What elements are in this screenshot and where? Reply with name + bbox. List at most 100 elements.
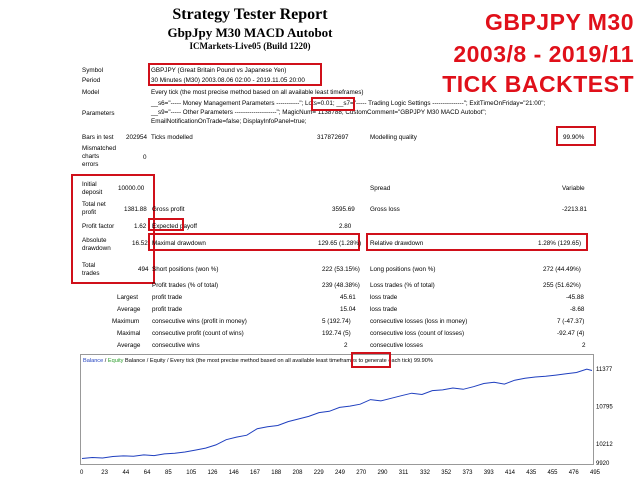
mismatch-label-3: errors bbox=[82, 161, 99, 168]
params-line-3: EmailNotificationOnTrade=false; DisplayI… bbox=[151, 118, 307, 125]
max-cl-value: 7 (-47.37) bbox=[557, 318, 585, 325]
legend-balance: Balance bbox=[83, 358, 104, 364]
avg-cw-value: 2 bbox=[344, 342, 348, 349]
reldd-label: Relative drawdown bbox=[370, 240, 424, 247]
y-tick-label: 10795 bbox=[596, 404, 613, 410]
legend-equity: Equity bbox=[107, 358, 124, 364]
maximal-label: Maximal bbox=[117, 330, 141, 337]
avg-cl-value: 2 bbox=[582, 342, 586, 349]
report-title: Strategy Tester Report bbox=[172, 6, 328, 23]
netprofit-label-2: profit bbox=[82, 209, 96, 216]
legend-quality: 99.90% bbox=[413, 358, 433, 364]
bars-label: Bars in test bbox=[82, 134, 114, 141]
period-label: Period bbox=[82, 77, 101, 84]
model-label: Model bbox=[82, 89, 100, 96]
mismatch-label-2: charts bbox=[82, 153, 100, 160]
deposit-label-1: Initial bbox=[82, 181, 97, 188]
pf-label: Profit factor bbox=[82, 223, 115, 230]
loss-trades-label: Loss trades (% of total) bbox=[370, 282, 435, 289]
absdd-value: 16.52 bbox=[132, 240, 148, 247]
payoff-highlight bbox=[148, 218, 184, 231]
max-cw-label: consecutive wins (profit in money) bbox=[152, 318, 247, 325]
x-tick-label: 311 bbox=[399, 470, 409, 476]
maxdd-highlight bbox=[148, 233, 360, 251]
chart-quality-highlight bbox=[351, 352, 391, 368]
loss-trades-value: 255 (51.62%) bbox=[543, 282, 581, 289]
reldd-highlight bbox=[366, 233, 588, 251]
payoff-label: Expected payoff bbox=[152, 223, 198, 230]
quality-value: 99.90% bbox=[563, 134, 585, 141]
symbol-label: Symbol bbox=[82, 67, 103, 74]
x-tick-label: 352 bbox=[441, 470, 452, 476]
average-profit-label: profit trade bbox=[152, 306, 183, 313]
largest-loss-value: -45.88 bbox=[566, 294, 584, 301]
params-line-2: __s9="----- Other Parameters -----------… bbox=[151, 109, 487, 116]
balance-chart-frame bbox=[80, 354, 594, 465]
overlay-line-3: TICK BACKTEST bbox=[442, 71, 634, 97]
overlay-line-2: 2003/8 - 2019/11 bbox=[453, 41, 634, 67]
x-tick-label: 495 bbox=[590, 470, 601, 476]
grossprofit-label: Gross profit bbox=[152, 206, 185, 213]
x-tick-label: 435 bbox=[526, 470, 537, 476]
x-tick-label: 332 bbox=[420, 470, 431, 476]
x-tick-label: 0 bbox=[80, 470, 84, 476]
long-value: 272 (44.49%) bbox=[543, 266, 581, 273]
x-tick-label: 126 bbox=[208, 470, 219, 476]
max-cl-label: consecutive losses (loss in money) bbox=[370, 318, 468, 325]
average-loss-value: -8.68 bbox=[570, 306, 585, 313]
x-tick-label: 146 bbox=[229, 470, 240, 476]
maximum-label: Maximum bbox=[112, 318, 140, 325]
deposit-label-2: deposit bbox=[82, 189, 103, 196]
reldd-value: 1.28% (129.65) bbox=[538, 240, 582, 247]
max-cw-value: 5 (192.74) bbox=[322, 318, 351, 325]
largest-profit-value: 45.61 bbox=[340, 294, 356, 301]
period-value: 30 Minutes (M30) 2003.08.06 02:00 - 2019… bbox=[151, 77, 305, 84]
bars-value: 202954 bbox=[126, 134, 148, 141]
x-tick-label: 270 bbox=[356, 470, 367, 476]
x-tick-label: 64 bbox=[144, 470, 151, 476]
x-tick-label: 393 bbox=[484, 470, 495, 476]
x-tick-label: 414 bbox=[505, 470, 516, 476]
deposit-value: 10000.00 bbox=[118, 185, 145, 192]
x-tick-label: 23 bbox=[101, 470, 108, 476]
x-tick-label: 167 bbox=[250, 470, 261, 476]
absdd-label-1: Absolute bbox=[82, 237, 107, 244]
largest-profit-label: profit trade bbox=[152, 294, 183, 301]
spread-label: Spread bbox=[370, 185, 391, 192]
avg2-label: Average bbox=[117, 342, 141, 349]
spread-value: Variable bbox=[562, 185, 585, 192]
x-tick-label: 229 bbox=[314, 470, 325, 476]
quality-label: Modelling quality bbox=[370, 134, 417, 141]
mismatch-label-1: Mismatched bbox=[82, 145, 116, 152]
lots-highlight bbox=[311, 97, 355, 111]
x-tick-label: 44 bbox=[123, 470, 130, 476]
mismatch-value: 0 bbox=[143, 154, 147, 161]
x-tick-label: 85 bbox=[165, 470, 172, 476]
average-label: Average bbox=[117, 306, 141, 313]
ticks-label: Ticks modelled bbox=[151, 134, 193, 141]
x-tick-label: 208 bbox=[293, 470, 304, 476]
maximal-cl-value: -92.47 (4) bbox=[557, 330, 585, 337]
x-tick-label: 249 bbox=[335, 470, 346, 476]
symbol-period-highlight bbox=[148, 63, 322, 86]
x-tick-label: 373 bbox=[463, 470, 474, 476]
parameters-label: Parameters bbox=[82, 110, 115, 117]
overlay-line-1: GBPJPY M30 bbox=[484, 9, 634, 35]
maximal-cp-label: consecutive profit (count of wins) bbox=[152, 330, 244, 337]
short-value: 222 (53.15%) bbox=[322, 266, 360, 273]
report-subtitle: GbpJpy M30 MACD Autobot bbox=[167, 25, 333, 40]
grossloss-label: Gross loss bbox=[370, 206, 400, 213]
largest-label: Largest bbox=[117, 294, 139, 301]
model-value: Every tick (the most precise method base… bbox=[151, 89, 364, 96]
trades-value: 494 bbox=[138, 266, 149, 273]
avg-cw-label: consecutive wins bbox=[152, 342, 200, 349]
maxdd-label: Maximal drawdown bbox=[152, 240, 206, 247]
chart-legend: Balance / Equity Balance / Equity / Ever… bbox=[83, 358, 433, 364]
quality-highlight bbox=[556, 126, 596, 146]
maxdd-value: 129.65 (1.28%) bbox=[318, 240, 362, 247]
x-tick-label: 290 bbox=[378, 470, 389, 476]
profit-trades-value: 239 (48.38%) bbox=[322, 282, 360, 289]
short-label: Short positions (won %) bbox=[152, 266, 219, 273]
x-tick-label: 476 bbox=[569, 470, 580, 476]
